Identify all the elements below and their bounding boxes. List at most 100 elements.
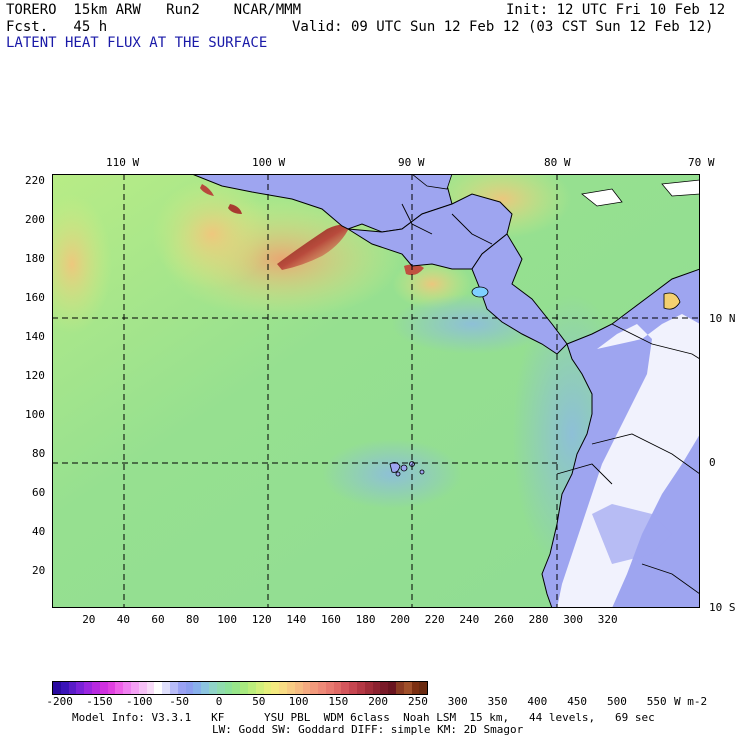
colorbar-swatch <box>357 682 365 694</box>
colorbar-swatch <box>364 682 373 694</box>
x-tick-label: 280 <box>528 613 549 626</box>
colorbar-swatch <box>162 682 170 694</box>
map-canvas <box>52 174 700 608</box>
colorbar-swatch <box>177 682 186 694</box>
colorbar-tick-label: 150 <box>328 695 349 708</box>
colorbar-swatch <box>271 682 280 694</box>
colorbar-swatch <box>154 682 163 694</box>
colorbar-swatch <box>341 682 350 694</box>
colorbar-swatch <box>123 682 131 694</box>
colorbar-swatch <box>310 682 319 694</box>
forecast-hour-label: Fcst. 45 h <box>6 19 108 35</box>
lake-nicaragua <box>471 286 489 298</box>
colorbar-tick-label: 50 <box>252 695 266 708</box>
x-tick-label: 300 <box>563 613 584 626</box>
x-tick-label: 60 <box>151 613 165 626</box>
y-tick-label: 80 <box>32 447 46 460</box>
colorbar-swatch <box>333 682 342 694</box>
colorbar-swatch <box>240 682 248 694</box>
border-colombia-venezuela <box>611 323 700 360</box>
colorbar-swatch <box>294 682 303 694</box>
cool-flux-galapagos <box>322 439 462 509</box>
x-tick-label: 80 <box>186 613 200 626</box>
colorbar-swatch <box>396 682 404 694</box>
colorbar-tick-label: 0 <box>215 695 223 708</box>
colorbar-swatch <box>76 682 85 694</box>
land-yucatan <box>411 174 453 190</box>
colorbar-tick-label: 550 <box>646 695 667 708</box>
y-tick-label: 40 <box>32 525 46 538</box>
colorbar-swatch <box>419 682 428 694</box>
colorbar-swatch <box>411 682 420 694</box>
colorbar-tick-label: -50 <box>169 695 190 708</box>
valid-time-label: Valid: 09 UTC Sun 12 Feb 12 (03 CST Sun … <box>292 19 714 35</box>
high-flux-spot-papagayo <box>404 264 424 276</box>
border-ecuador-peru <box>556 463 613 485</box>
y-tick-label: 180 <box>25 252 45 265</box>
lon-label-80w: 80 W <box>544 156 571 169</box>
colorbar <box>52 681 429 695</box>
model-run-label: TORERO 15km ARW Run2 NCAR/MMM <box>6 2 302 18</box>
x-tick-label: 260 <box>494 613 514 626</box>
map-border <box>52 174 700 608</box>
x-tick-label: 220 <box>424 613 445 626</box>
warm-flux-plume-west <box>152 179 272 289</box>
model-info-line: Model Info: V3.3.1 KF YSU PBL WDM 6class… <box>72 711 655 724</box>
colorbar-swatch <box>255 682 264 694</box>
colorbar-tick-label: -150 <box>86 695 113 708</box>
y-tick-label: 120 <box>25 369 45 382</box>
colorbar-swatch <box>216 682 225 694</box>
andes-highlands <box>557 314 700 608</box>
colorbar-swatch <box>388 682 397 694</box>
colorbar-swatch <box>247 682 256 694</box>
colorbar-swatch <box>91 682 100 694</box>
colorbar-swatch <box>232 682 241 694</box>
colorbar-swatch <box>60 682 69 694</box>
colorbar-swatch <box>146 682 155 694</box>
lat-label-10n: 10 N <box>709 312 736 325</box>
colorbar-swatch <box>201 682 209 694</box>
lat-lon-grid <box>52 174 700 608</box>
y-tick-label: 200 <box>25 213 45 226</box>
lon-label-90w: 90 W <box>398 156 425 169</box>
lon-label-100w: 100 W <box>252 156 286 169</box>
x-tick-label: 20 <box>82 613 96 626</box>
colorbar-swatch <box>84 682 92 694</box>
x-tick-label: 240 <box>459 613 480 626</box>
colorbar-swatch <box>99 682 108 694</box>
colorbar-swatch <box>185 682 194 694</box>
high-flux-core-tehuantepec <box>277 224 350 270</box>
colorbar-tick-label: 100 <box>288 695 309 708</box>
colorbar-swatch <box>68 682 77 694</box>
border-honduras <box>451 213 493 245</box>
island-jamaica <box>581 188 623 207</box>
init-time-label: Init: 12 UTC Fri 10 Feb 12 <box>506 2 726 18</box>
colorbar-tick-label: -100 <box>126 695 153 708</box>
colorbar-tick-label: 350 <box>487 695 508 708</box>
x-tick-label: 120 <box>251 613 272 626</box>
colorbar-tick-label: 250 <box>408 695 428 708</box>
colorbar-swatch <box>380 682 389 694</box>
amazon-lowland-patch <box>592 504 672 564</box>
lon-label-110w: 110 W <box>106 156 140 169</box>
colorbar-swatch <box>263 682 272 694</box>
border-peru-brazil <box>641 563 700 595</box>
lat-label-10s: 10 S <box>709 601 736 614</box>
x-tick-label: 100 <box>217 613 238 626</box>
colorbar-tick-label: 400 <box>527 695 548 708</box>
colorbar-swatch <box>325 682 334 694</box>
colorbar-swatch <box>279 682 287 694</box>
y-tick-label: 60 <box>32 486 46 499</box>
colorbar-swatch <box>318 682 326 694</box>
physics-info-line: LW: Godd SW: Goddard DIFF: simple KM: 2D… <box>212 723 524 736</box>
x-tick-label: 320 <box>597 613 618 626</box>
colorbar-swatch <box>115 682 124 694</box>
y-tick-label: 160 <box>25 291 45 304</box>
high-flux-spot-a <box>200 184 214 196</box>
colorbar-swatch <box>208 682 217 694</box>
warm-flux-west <box>52 194 112 334</box>
colorbar-swatch <box>302 682 311 694</box>
colorbar-swatch <box>107 682 116 694</box>
colorbar-swatch <box>130 682 139 694</box>
x-tick-label: 140 <box>286 613 307 626</box>
